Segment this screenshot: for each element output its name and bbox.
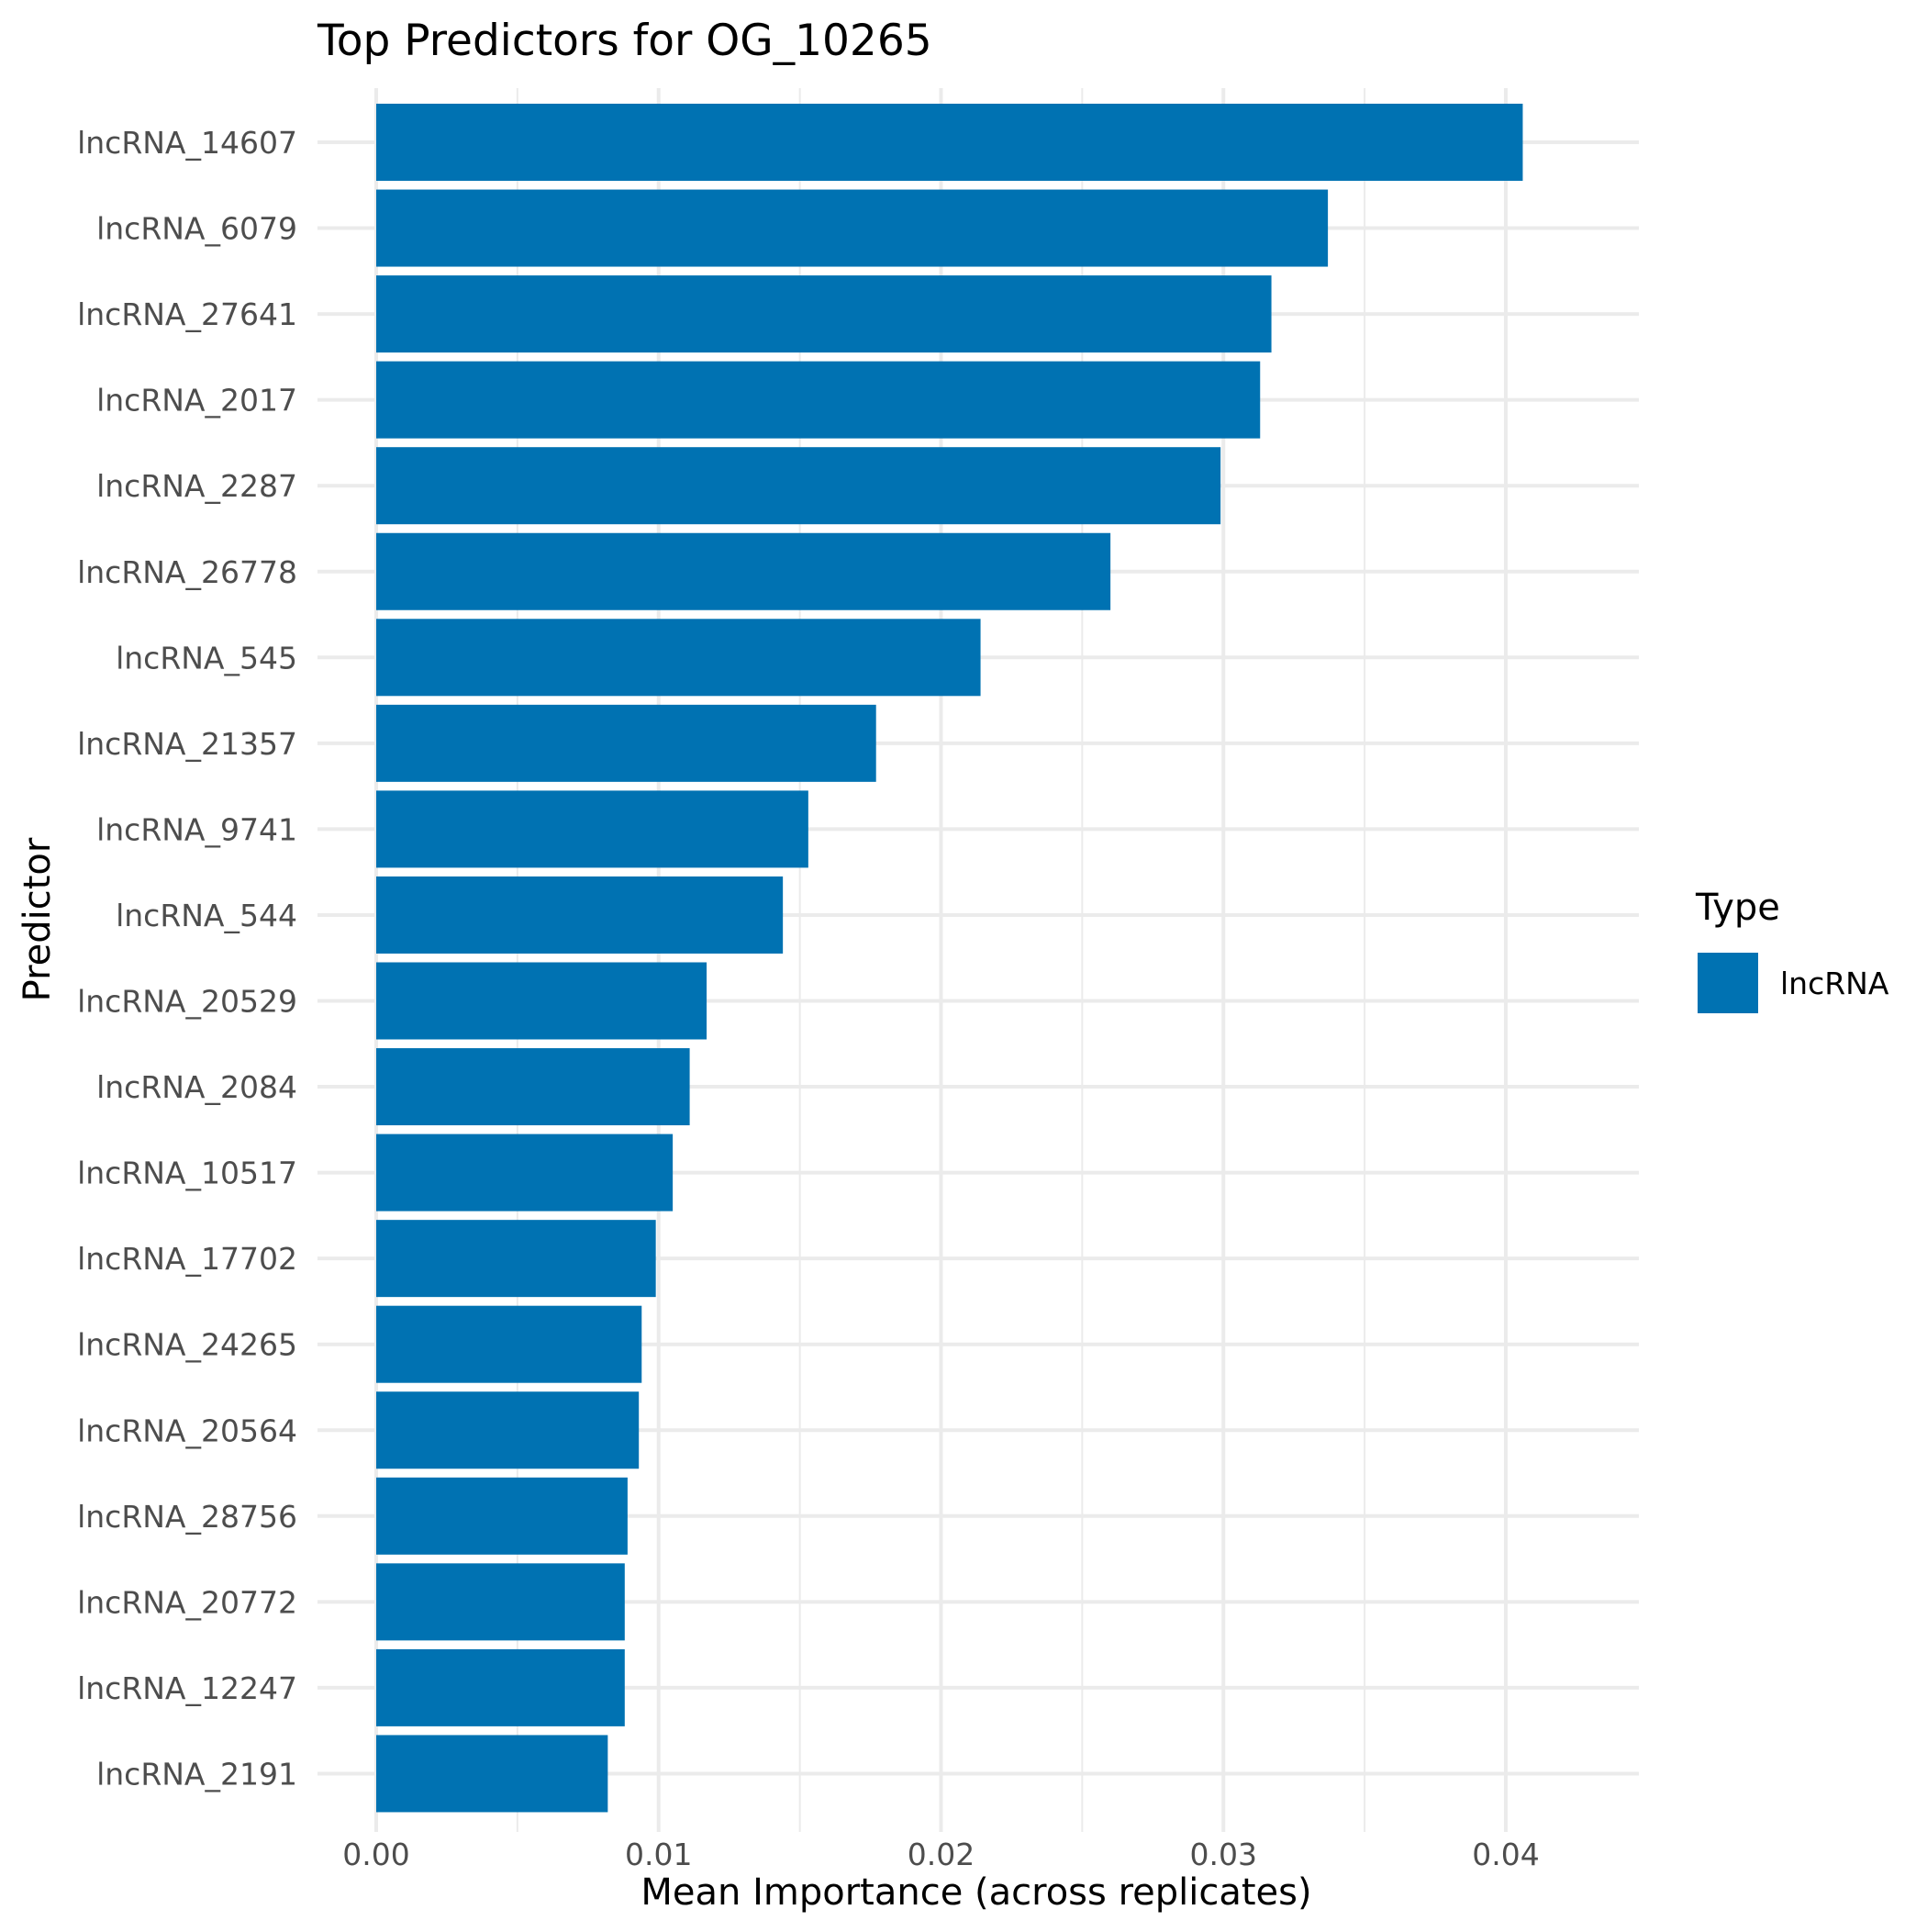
- bar: [376, 619, 981, 697]
- bar: [376, 275, 1272, 353]
- x-tick-label: 0.01: [625, 1837, 692, 1872]
- legend-label: lncRNA: [1780, 966, 1889, 1001]
- y-tick-label: lncRNA_21357: [77, 726, 297, 762]
- y-tick-label: lncRNA_2084: [96, 1069, 297, 1105]
- y-tick-labels: lncRNA_14607 lncRNA_6079 lncRNA_27641 lncRN…: [77, 125, 297, 1792]
- bar: [376, 1563, 625, 1641]
- y-tick-label: lncRNA_9741: [96, 811, 297, 847]
- x-tick-label: 0.02: [908, 1837, 975, 1872]
- bar: [376, 189, 1329, 267]
- bar: [376, 1477, 628, 1555]
- chart-title: Top Predictors for OG_10265: [317, 16, 932, 66]
- y-tick-label: lncRNA_545: [116, 640, 297, 676]
- bars: [376, 104, 1523, 1813]
- bar: [376, 876, 784, 954]
- bar: [376, 1048, 690, 1126]
- y-tick-label: lncRNA_2191: [96, 1756, 297, 1792]
- y-tick-label: lncRNA_2287: [96, 468, 297, 504]
- y-axis-title: Predictor: [17, 837, 59, 1001]
- y-tick-label: lncRNA_26778: [77, 554, 297, 590]
- bar: [376, 1391, 640, 1469]
- bar: [376, 1735, 608, 1813]
- x-axis-title: Mean Importance (across replicates): [640, 1871, 1311, 1914]
- bar: [376, 532, 1111, 610]
- x-tick-labels: 0.00 0.01 0.02 0.03 0.04: [342, 1837, 1539, 1872]
- y-tick-label: lncRNA_17702: [77, 1241, 297, 1277]
- bar: [376, 1220, 656, 1298]
- x-tick-label: 0.00: [342, 1837, 409, 1872]
- y-tick-label: lncRNA_28756: [77, 1499, 297, 1535]
- y-tick-label: lncRNA_20529: [77, 984, 297, 1020]
- y-tick-label: lncRNA_12247: [77, 1670, 297, 1706]
- legend-swatch: [1698, 953, 1758, 1013]
- bar: [376, 1134, 674, 1212]
- y-tick-label: lncRNA_10517: [77, 1156, 297, 1191]
- legend: Type lncRNA: [1695, 887, 1889, 1013]
- y-tick-label: lncRNA_24265: [77, 1327, 297, 1363]
- bar: [376, 447, 1221, 525]
- y-tick-label: lncRNA_20564: [77, 1413, 297, 1448]
- y-tick-label: lncRNA_544: [116, 898, 297, 933]
- bar: [376, 1305, 642, 1383]
- x-tick-label: 0.04: [1472, 1837, 1539, 1872]
- y-tick-label: lncRNA_6079: [96, 211, 297, 247]
- bar: [376, 704, 876, 782]
- y-tick-label: lncRNA_14607: [77, 125, 297, 161]
- bar: [376, 1648, 625, 1726]
- y-tick-label: lncRNA_20772: [77, 1584, 297, 1620]
- y-tick-label: lncRNA_2017: [96, 383, 297, 419]
- x-tick-label: 0.03: [1189, 1837, 1256, 1872]
- bar: [376, 962, 707, 1040]
- bar: [376, 104, 1523, 181]
- bar: [376, 790, 808, 868]
- bar: [376, 361, 1261, 439]
- y-tick-label: lncRNA_27641: [77, 296, 297, 332]
- legend-title: Type: [1695, 887, 1780, 929]
